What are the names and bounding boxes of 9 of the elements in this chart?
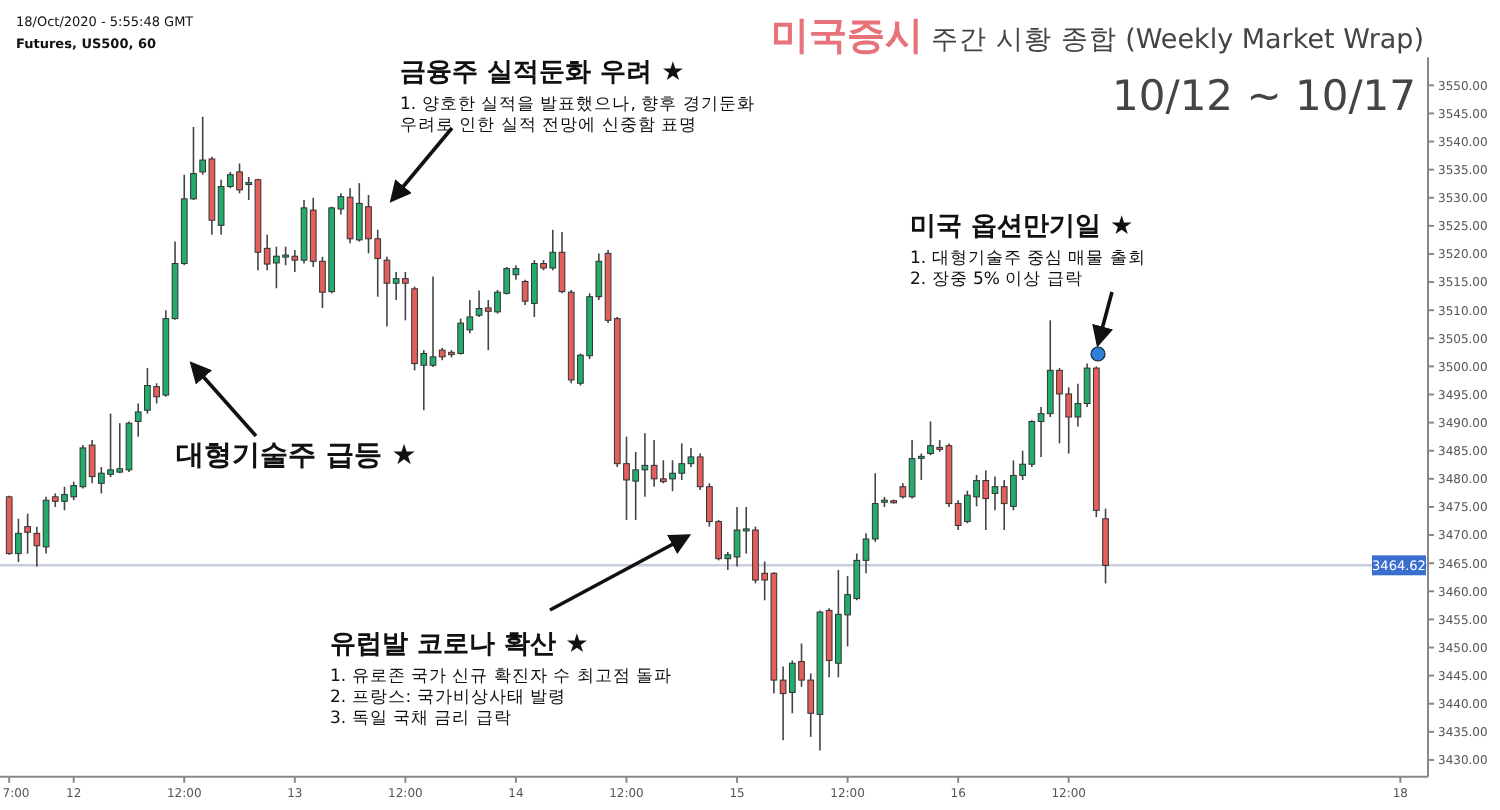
candlestick: [1102, 507, 1109, 585]
annotation: 미국 옵션만기일 ★ 1. 대형기술주 중심 매물 출회 2. 장중 5% 이상 급락: [910, 212, 1146, 290]
chart-title: 미국증시 주간 시황 종합 (Weekly Market Wrap): [770, 14, 1424, 58]
chart-subtitle: 10/12 ~ 10/17: [1112, 72, 1416, 120]
candlestick: [24, 512, 31, 555]
candlestick: [134, 402, 142, 438]
annotation: 대형기술주 급등 ★: [176, 440, 417, 472]
annotation: 유럽발 코로나 확산 ★ 1. 유로존 국가 신규 확진자 수 최고점 돌파 2. 프랑스: 국가비상사태 발령 3. 독일 국채 금리 급락: [330, 630, 673, 729]
annotation: 금융주 실적둔화 우려 ★ 1. 양호한 실적을 발표했으나, 향후 경기둔화 우려로 인한 실적 전망에 신중함 표명: [400, 58, 755, 136]
